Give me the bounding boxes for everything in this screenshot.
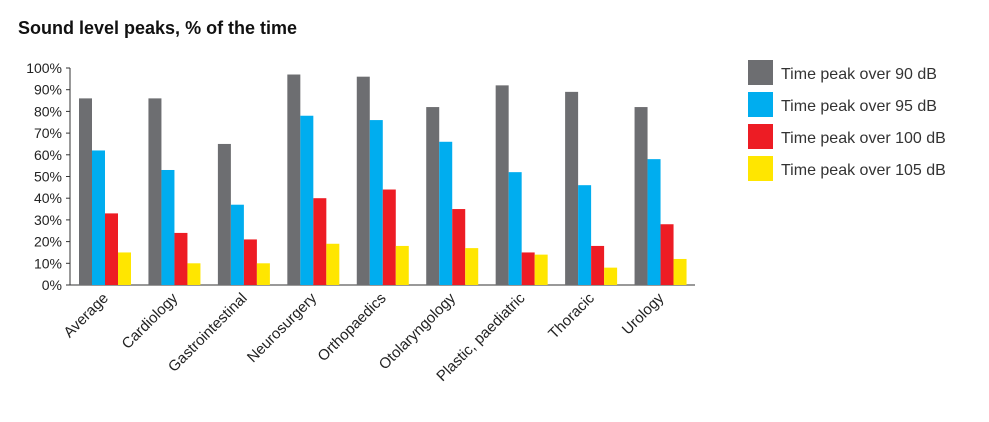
bar (660, 224, 674, 285)
legend-label: Time peak over 95 dB (781, 98, 937, 115)
y-tick-label: 10% (34, 255, 62, 271)
bar (243, 239, 257, 285)
legend-swatch (748, 156, 773, 181)
legend-label: Time peak over 90 dB (781, 66, 937, 83)
x-tick-label: Neurosurgery (244, 289, 321, 366)
bar (148, 98, 162, 285)
bar (326, 243, 340, 285)
y-tick-label: 30% (34, 212, 62, 228)
bar (105, 213, 118, 285)
bar (382, 189, 396, 285)
bar (217, 143, 231, 285)
legend-swatch (748, 60, 773, 85)
bar (395, 245, 409, 285)
bar (174, 232, 188, 285)
bar (256, 263, 270, 285)
y-tick-label: 0% (42, 277, 62, 293)
bar (508, 172, 522, 285)
legend-swatch (748, 92, 773, 117)
legend-label: Time peak over 100 dB (781, 130, 946, 147)
chart-title: Sound level peaks, % of the time (18, 18, 298, 38)
bar (452, 209, 466, 285)
x-tick-label: Urology (619, 289, 668, 338)
bar (369, 120, 383, 285)
y-tick-label: 90% (34, 82, 62, 98)
x-tick-label: Cardiology (119, 289, 182, 352)
bar (534, 254, 548, 285)
y-tick-label: 100% (26, 60, 62, 76)
bar (187, 263, 201, 285)
bar (161, 169, 175, 285)
x-tick-label: Average (60, 290, 111, 341)
x-axis-labels: Average CardiologyGastrointestinalNeurosu… (60, 289, 667, 385)
y-tick-label: 60% (34, 147, 62, 163)
bar (426, 107, 440, 285)
bar (495, 85, 509, 285)
bar (565, 91, 579, 286)
legend-label: Time peak over 105 dB (781, 162, 946, 179)
bar (521, 252, 535, 285)
legend: Time peak over 90 dB Time peak over 95 dB… (748, 60, 946, 181)
bar (118, 252, 131, 285)
bar (604, 267, 618, 285)
bar (673, 258, 687, 285)
y-axis-ticks: 0% 10% 20% 30% 40% 50% 60% 70% 80% 90% 100% (26, 60, 70, 293)
bar (230, 204, 244, 285)
bar (300, 115, 314, 286)
y-tick-label: 70% (34, 125, 62, 141)
bar (634, 107, 648, 285)
bar (578, 185, 592, 285)
bars (79, 74, 687, 286)
bar (647, 159, 661, 285)
bar (92, 150, 105, 285)
legend-swatch (748, 124, 773, 149)
bar (79, 98, 92, 285)
bar (439, 141, 453, 285)
y-tick-label: 20% (34, 234, 62, 250)
y-tick-label: 50% (34, 169, 62, 185)
bar (356, 76, 370, 286)
x-tick-label: Orthopaedics (314, 290, 389, 365)
bar (313, 198, 327, 285)
bar (591, 245, 605, 285)
y-tick-label: 80% (34, 103, 62, 119)
bar (287, 74, 301, 285)
x-tick-label: Thoracic (545, 289, 598, 342)
bar (465, 248, 479, 285)
y-tick-label: 40% (34, 190, 62, 206)
